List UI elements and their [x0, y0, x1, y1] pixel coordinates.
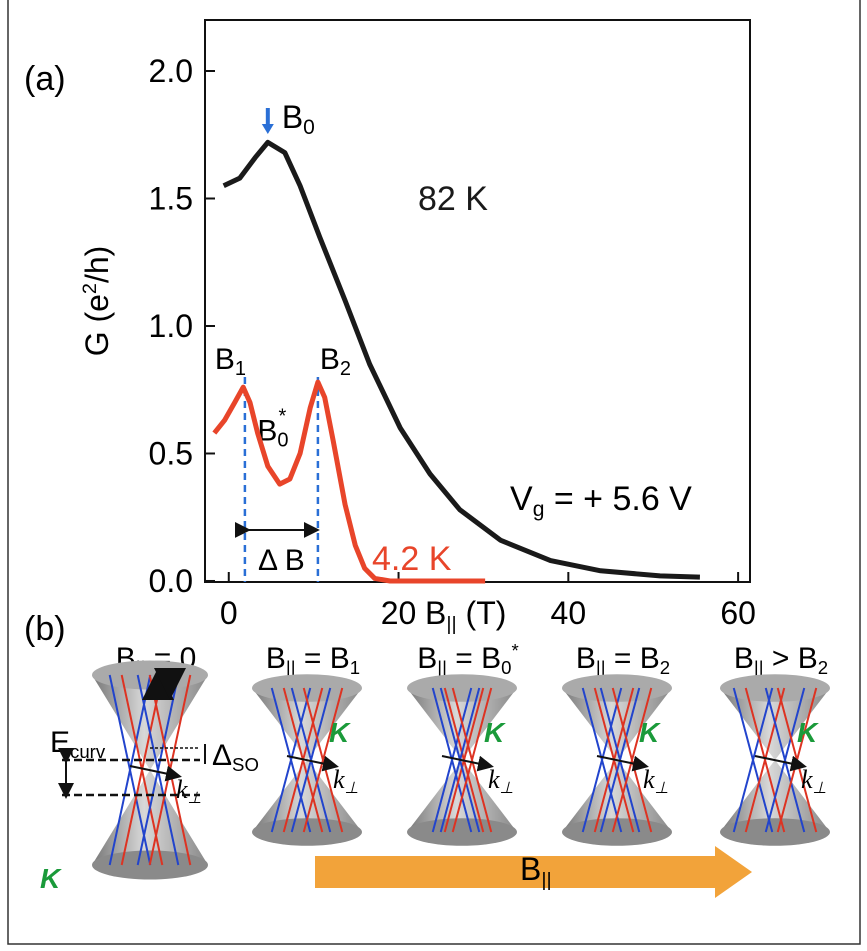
k-label-part: k — [643, 765, 655, 794]
k-label-part: ⊥ — [813, 780, 827, 797]
state-label-part: || — [754, 657, 764, 678]
x-tick-label: 20 — [381, 595, 417, 631]
marker-label-part: B — [215, 343, 235, 376]
gate-label: Vg = + 5.6 V — [510, 480, 692, 521]
field-arrow-label-part: B — [520, 851, 541, 887]
panel-label: (a) — [24, 60, 66, 98]
k-label-part: k — [488, 765, 500, 794]
x-tick-label: 40 — [551, 595, 587, 631]
dirac-cone — [252, 674, 362, 846]
state-label-part: 0 — [501, 657, 511, 678]
state-label: B|| = B0* — [417, 640, 518, 678]
so-label: ΔSO — [212, 739, 259, 775]
y-axis-label-part: 2 — [79, 283, 101, 294]
x-tick-label: 60 — [720, 595, 756, 631]
marker-label: B1 — [215, 343, 246, 380]
marker-label-part: B — [320, 343, 340, 376]
valley-label: K — [797, 717, 819, 748]
k-label: k⊥ — [333, 765, 359, 797]
x-axis-label: B|| (T) — [425, 595, 506, 635]
series-label: 4.2 K — [372, 540, 452, 578]
curv-label-part: curv — [70, 741, 106, 762]
marker-label-part: 1 — [235, 358, 246, 380]
state-label: B|| = B2 — [576, 642, 670, 678]
midpoint-label-part: * — [279, 406, 287, 428]
k-label-part: k — [333, 765, 345, 794]
marker-label: B2 — [320, 343, 351, 380]
peak-label: B0 — [282, 99, 315, 139]
k-label-part: ⊥ — [188, 790, 202, 807]
k-label-part: ⊥ — [500, 780, 514, 797]
state-label-part: = B — [447, 642, 501, 675]
series-label: 82 K — [418, 180, 488, 218]
so-label-part: Δ — [212, 739, 232, 772]
y-tick-label: 1.5 — [149, 180, 193, 216]
gate-label-part: g — [533, 498, 545, 521]
y-tick-label: 1.0 — [149, 308, 193, 344]
panel-label: (b) — [24, 610, 66, 648]
y-axis-label-part: /h) — [79, 246, 115, 283]
valley-label: K — [484, 717, 506, 748]
k-label-part: ⊥ — [345, 780, 359, 797]
state-label-part: * — [511, 640, 518, 661]
cone-bottom — [407, 818, 517, 846]
y-axis-label-part: G (e — [79, 294, 115, 356]
k-label-part: k — [801, 765, 813, 794]
state-label-part: = B — [296, 642, 350, 675]
peak-label-part: B — [282, 99, 303, 135]
k-label: k⊥ — [801, 765, 827, 797]
state-label-part: = B — [606, 642, 660, 675]
k-label: k⊥ — [643, 765, 669, 797]
state-label-part: B — [417, 642, 437, 675]
y-tick-label: 2.0 — [149, 53, 193, 89]
state-label-part: || — [286, 657, 296, 678]
field-arrow-label-part: || — [541, 869, 551, 891]
state-label-part: 1 — [350, 657, 360, 678]
state-label-part: || — [596, 657, 606, 678]
k-label: k⊥ — [176, 775, 202, 807]
valley-label: K — [329, 717, 351, 748]
dirac-cone — [92, 661, 208, 880]
x-axis-label-part: || — [446, 613, 456, 635]
cone-bottom — [562, 818, 672, 846]
state-label: B|| = B1 — [266, 642, 360, 678]
gap-label: Δ B — [258, 544, 305, 577]
curv-label: Ecurv — [50, 726, 106, 762]
x-axis-label-part: B — [425, 595, 446, 631]
state-label-part: B — [734, 642, 754, 675]
dirac-cone — [720, 674, 830, 846]
state-label-part: B — [576, 642, 596, 675]
cone-top — [407, 674, 517, 702]
y-tick-label: 0.0 — [149, 563, 193, 599]
midpoint-label-part: 0 — [277, 430, 288, 452]
k-label: k⊥ — [488, 765, 514, 797]
x-tick-label: 0 — [220, 595, 238, 631]
x-axis-label-part: (T) — [457, 595, 507, 631]
gate-label-part: = + 5.6 V — [544, 480, 692, 518]
k-label-part: ⊥ — [655, 780, 669, 797]
state-label: B|| > B2 — [734, 642, 828, 678]
y-tick-label: 0.5 — [149, 435, 193, 471]
y-axis-label: G (e2/h) — [79, 246, 115, 357]
marker-label-part: 2 — [340, 358, 351, 380]
peak-label-part: 0 — [303, 116, 315, 139]
gate-label-part: V — [510, 480, 533, 518]
state-label-part: > B — [764, 642, 818, 675]
state-label-part: B — [266, 642, 286, 675]
dirac-cone — [562, 674, 672, 846]
state-label-part: 2 — [660, 657, 670, 678]
state-label-part: 2 — [818, 657, 828, 678]
valley-label: K — [40, 863, 62, 894]
peak-arrow-head — [262, 124, 274, 134]
valley-label: K — [639, 717, 661, 748]
figure: (a)02040600.00.51.01.52.0B|| (T)G (e2/h)… — [0, 0, 867, 951]
k-label-part: k — [176, 775, 188, 804]
cone-top — [562, 674, 672, 702]
dirac-cone — [407, 674, 517, 846]
state-label-part: || — [437, 657, 447, 678]
curv-label-part: E — [50, 726, 70, 759]
so-label-part: SO — [232, 754, 259, 775]
